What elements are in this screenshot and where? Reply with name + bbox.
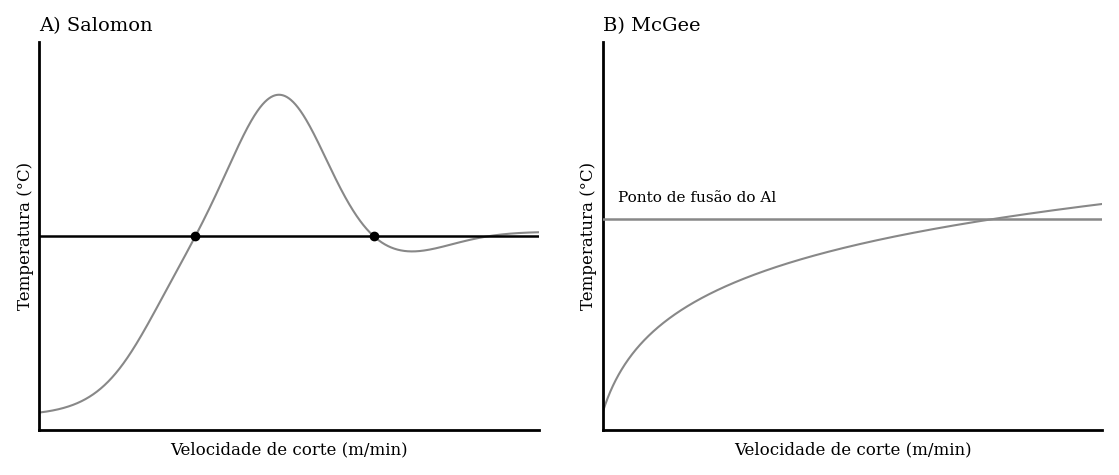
Y-axis label: Temperatura (°C): Temperatura (°C) <box>581 162 598 310</box>
X-axis label: Velocidade de corte (m/min): Velocidade de corte (m/min) <box>170 441 407 458</box>
Y-axis label: Temperatura (°C): Temperatura (°C) <box>17 162 34 310</box>
Text: Ponto de fusão do Al: Ponto de fusão do Al <box>618 190 777 205</box>
Text: A) Salomon: A) Salomon <box>39 17 153 35</box>
Text: B) McGee: B) McGee <box>603 17 700 35</box>
X-axis label: Velocidade de corte (m/min): Velocidade de corte (m/min) <box>734 441 971 458</box>
